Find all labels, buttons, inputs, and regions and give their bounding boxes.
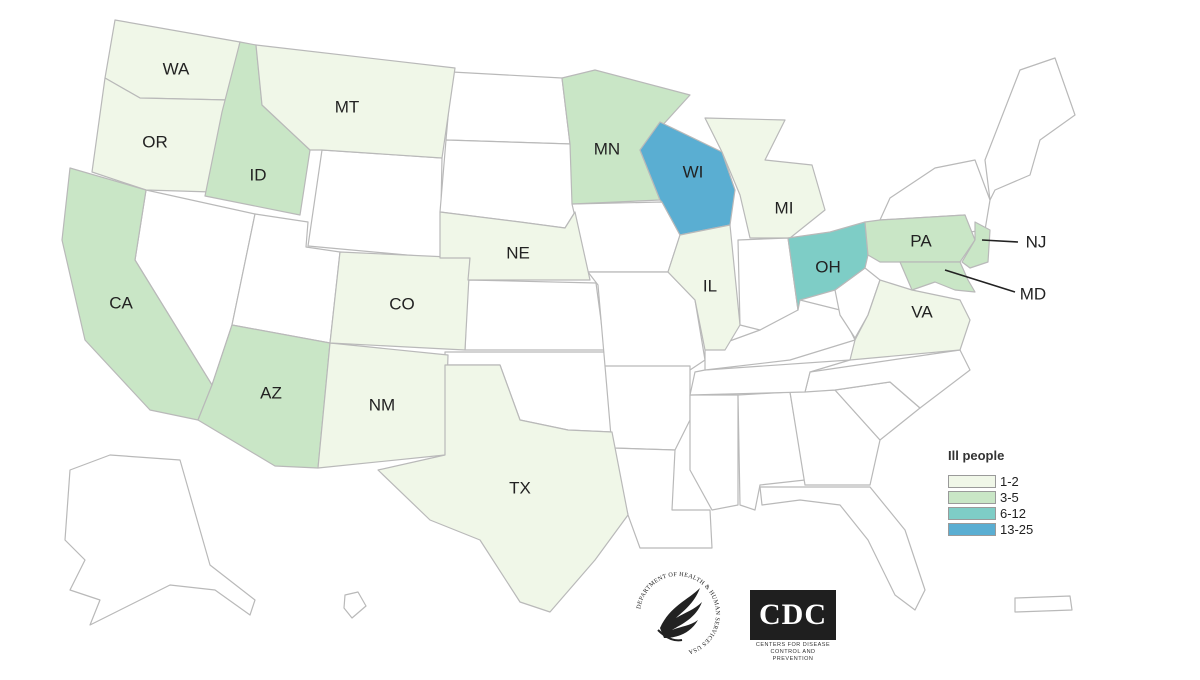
state-il — [667, 224, 741, 351]
state-ms — [689, 394, 739, 511]
state-pr — [1014, 595, 1073, 613]
legend-item: 6-12 — [948, 505, 1088, 521]
md-leader-line — [944, 269, 1016, 293]
legend-swatch — [948, 474, 996, 488]
hhs-logo: DEPARTMENT OF HEALTH & HUMAN SERVICES US… — [635, 571, 720, 656]
label-tx: TX — [509, 478, 531, 497]
state-la — [611, 447, 713, 549]
state-labels: WA OR ID MT CA AZ NM CO NE TX MN WI IL M… — [109, 59, 1046, 497]
legend-item: 3-5 — [948, 489, 1088, 505]
cdc-logo-box: CDC — [750, 590, 836, 640]
label-co: CO — [389, 294, 415, 313]
state-hi — [343, 591, 367, 619]
legend-title: Ill people — [948, 448, 1005, 463]
legend-swatch — [948, 522, 996, 536]
unaffected-states — [64, 57, 1076, 626]
state-ia — [571, 201, 681, 273]
state-nj — [961, 221, 991, 269]
state-md — [899, 261, 976, 293]
state-va — [849, 279, 971, 361]
affected-states — [61, 19, 991, 613]
label-id: ID — [250, 165, 267, 184]
label-ca: CA — [109, 293, 133, 312]
label-wa: WA — [163, 59, 190, 78]
legend-label: 1-2 — [1000, 473, 1019, 489]
state-mi — [704, 117, 826, 239]
label-mi: MI — [775, 198, 794, 217]
legend-label: 3-5 — [1000, 489, 1019, 505]
label-ne: NE — [506, 243, 530, 262]
cdc-logo: CDC CENTERS FOR DISEASE CONTROL AND PREV… — [750, 590, 836, 662]
state-ne — [439, 211, 591, 281]
legend-swatch — [948, 490, 996, 504]
label-az: AZ — [260, 383, 282, 402]
label-oh: OH — [815, 257, 841, 276]
label-va: VA — [911, 302, 933, 321]
state-new-england — [984, 57, 1076, 201]
label-mt: MT — [335, 97, 360, 116]
label-mn: MN — [594, 139, 620, 158]
label-or: OR — [142, 132, 168, 151]
state-ks — [464, 279, 606, 351]
state-ar — [604, 365, 691, 451]
label-nm: NM — [369, 395, 395, 414]
label-wi: WI — [683, 162, 704, 181]
nj-leader-line — [981, 239, 1019, 243]
state-mt — [255, 44, 456, 159]
label-nj: NJ — [1026, 232, 1047, 251]
legend-item: 1-2 — [948, 473, 1088, 489]
state-wy — [307, 149, 443, 259]
label-md: MD — [1020, 284, 1046, 303]
state-oh — [787, 221, 869, 311]
state-fl — [759, 486, 926, 611]
cdc-logo-text: CDC — [759, 598, 827, 631]
state-ak — [64, 454, 256, 626]
state-co — [329, 251, 471, 351]
legend-label: 6-12 — [1000, 505, 1027, 521]
label-il: IL — [703, 276, 717, 295]
state-nd — [445, 71, 571, 145]
legend-swatch — [948, 506, 996, 520]
state-nc — [804, 349, 971, 409]
cdc-logo-subtext: CENTERS FOR DISEASE CONTROL AND PREVENTI… — [755, 642, 831, 662]
legend-label: 13-25 — [1000, 521, 1034, 537]
legend: Ill people 1-2 3-5 6-12 13-25 — [948, 448, 1088, 537]
legend-item: 13-25 — [948, 521, 1088, 537]
state-tx — [377, 364, 629, 613]
label-pa: PA — [910, 231, 932, 250]
state-pa — [864, 214, 976, 263]
